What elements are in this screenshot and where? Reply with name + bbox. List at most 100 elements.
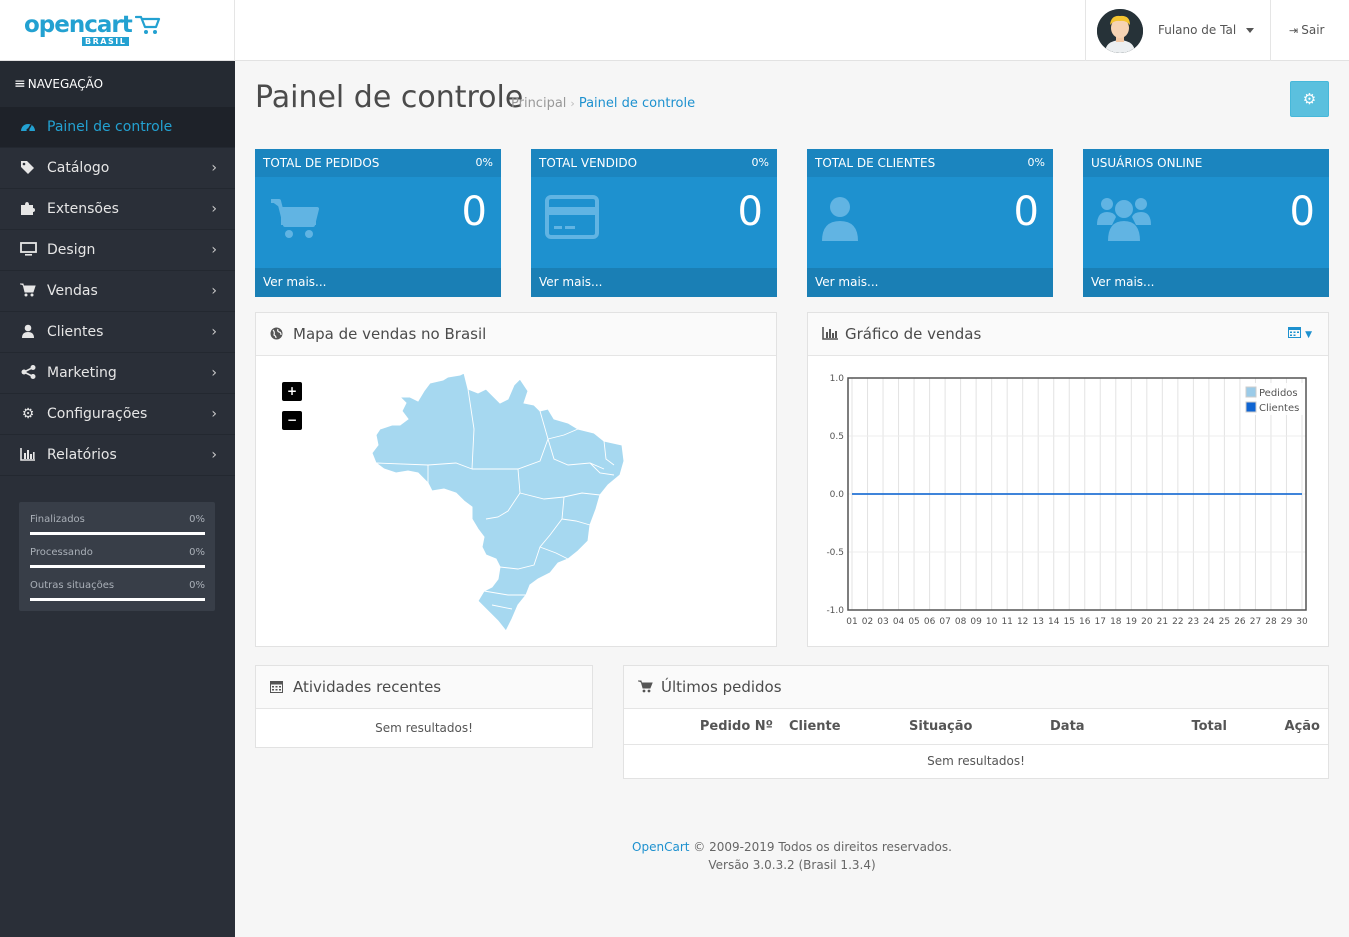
- user-menu[interactable]: Fulano de Tal: [1085, 0, 1271, 61]
- puzzle-icon: [19, 189, 37, 230]
- menu-bars-icon: ≡: [14, 76, 26, 92]
- user-icon: [822, 197, 858, 241]
- page-title: Painel de controle: [255, 80, 524, 115]
- footer-version: Versão 3.0.3.2 (Brasil 1.3.4): [708, 858, 876, 872]
- column-order-id[interactable]: Pedido Nº: [624, 709, 781, 745]
- x-tick-label: 05: [908, 617, 919, 627]
- x-tick-label: 02: [862, 617, 873, 627]
- empty-message: Sem resultados!: [927, 754, 1025, 769]
- logout-button[interactable]: ⇥ Sair: [1289, 23, 1324, 37]
- sidebar-item-customers[interactable]: Clientes ›: [0, 312, 235, 353]
- globe-icon: [270, 315, 286, 357]
- user-name: Fulano de Tal: [1158, 23, 1237, 37]
- table-row: Sem resultados!: [624, 744, 1328, 778]
- bar-chart-icon: [19, 435, 37, 476]
- sidebar-item-label: Extensões: [47, 201, 119, 217]
- sidebar-item-reports[interactable]: Relatórios ›: [0, 435, 235, 476]
- panel-heading: Mapa de vendas no Brasil: [256, 313, 776, 356]
- footer-brand-link[interactable]: OpenCart: [632, 840, 690, 854]
- legend-label: Pedidos: [1259, 388, 1298, 399]
- sidebar-item-design[interactable]: Design ›: [0, 230, 235, 271]
- breadcrumb-current[interactable]: Painel de controle: [578, 96, 696, 111]
- tile-title: USUÁRIOS ONLINE: [1091, 156, 1203, 170]
- bar-chart-icon: [822, 315, 838, 357]
- tile-header: TOTAL VENDIDO 0%: [531, 149, 777, 177]
- sidebar-item-label: Clientes: [47, 324, 104, 340]
- tile-header: USUÁRIOS ONLINE: [1083, 149, 1329, 177]
- tile-link[interactable]: Ver mais...: [255, 268, 501, 297]
- column-customer[interactable]: Cliente: [781, 709, 901, 745]
- latest-orders-panel: Últimos pedidos Pedido Nº Cliente Situaç…: [623, 665, 1329, 779]
- column-total[interactable]: Total: [1152, 709, 1235, 745]
- y-tick-label: 0.5: [830, 432, 844, 442]
- cog-icon: ⚙: [21, 406, 35, 422]
- cog-icon: ⚙: [1302, 90, 1317, 108]
- nav-title-label: NAVEGAÇÃO: [27, 77, 104, 91]
- x-tick-label: 22: [1172, 617, 1183, 627]
- chevron-right-icon: ›: [211, 406, 217, 422]
- plot-frame: [847, 377, 1307, 611]
- x-tick-label: 15: [1064, 617, 1075, 627]
- panel-title: Mapa de vendas no Brasil: [293, 325, 487, 343]
- x-tick-label: 18: [1110, 617, 1122, 627]
- legend-label: Clientes: [1259, 403, 1299, 414]
- y-tick-label: 1.0: [830, 374, 845, 384]
- tile-body: 0: [255, 177, 501, 268]
- chevron-right-icon: ›: [211, 324, 217, 340]
- calendar-icon: [270, 668, 286, 710]
- tile-link[interactable]: Ver mais...: [1083, 268, 1329, 297]
- x-tick-label: 20: [1141, 617, 1153, 627]
- y-tick-label: 0.0: [830, 490, 845, 500]
- settings-button[interactable]: ⚙: [1290, 81, 1329, 117]
- order-status-stats: Finalizados 0% Processando 0% Outras sit…: [19, 502, 215, 611]
- tile-link[interactable]: Ver mais...: [531, 268, 777, 297]
- sidebar-item-catalog[interactable]: Catálogo ›: [0, 148, 235, 189]
- sidebar-item-marketing[interactable]: Marketing ›: [0, 353, 235, 394]
- logo[interactable]: opencart BRASIL: [0, 0, 235, 61]
- sidebar-item-sales[interactable]: Vendas ›: [0, 271, 235, 312]
- panel-heading: Últimos pedidos: [624, 666, 1328, 709]
- x-tick-label: 10: [986, 617, 998, 627]
- column-action[interactable]: Ação: [1235, 709, 1328, 745]
- breadcrumb-home[interactable]: Principal: [511, 96, 567, 111]
- column-status[interactable]: Situação: [901, 709, 1042, 745]
- legend-swatch: [1245, 386, 1257, 398]
- tile-percent: 0%: [475, 156, 493, 169]
- x-tick-label: 26: [1234, 617, 1246, 627]
- panel-title: Últimos pedidos: [661, 678, 782, 696]
- chevron-right-icon: ›: [211, 242, 217, 258]
- footer: OpenCart © 2009-2019 Todos os direitos r…: [235, 838, 1349, 874]
- x-tick-label: 06: [924, 617, 936, 627]
- credit-card-icon: [545, 195, 599, 239]
- column-date[interactable]: Data: [1042, 709, 1152, 745]
- sales-chart-panel: Gráfico de vendas ▼ 1.0 0.5 0.0 -0.5 -1.0 01 0…: [807, 312, 1329, 647]
- orders-table: Pedido Nº Cliente Situação Data Total Aç…: [624, 709, 1328, 778]
- caret-down-icon: ▼: [1305, 330, 1312, 340]
- tile-link[interactable]: Ver mais...: [807, 268, 1053, 297]
- breadcrumb-separator-icon: ›: [570, 97, 575, 110]
- map-zoom-in-button[interactable]: +: [282, 382, 302, 401]
- tile-total-customers: TOTAL DE CLIENTES 0% 0 Ver mais...: [807, 149, 1053, 297]
- chevron-down-icon: [1246, 28, 1254, 33]
- map-zoom-out-button[interactable]: −: [282, 411, 302, 430]
- x-tick-label: 25: [1219, 617, 1230, 627]
- panel-heading: Atividades recentes: [256, 666, 592, 709]
- tile-percent: 0%: [1027, 156, 1045, 169]
- table-header-row: Pedido Nº Cliente Situação Data Total Aç…: [624, 709, 1328, 745]
- tile-value: 0: [737, 189, 763, 235]
- tile-value: 0: [1013, 189, 1039, 235]
- sidebar-item-dashboard[interactable]: Painel de controle: [0, 107, 235, 148]
- calendar-dropdown[interactable]: ▼: [1287, 313, 1312, 356]
- dashboard-icon: [19, 107, 37, 148]
- tile-total-orders: TOTAL DE PEDIDOS 0% 0 Ver mais...: [255, 149, 501, 297]
- sidebar-item-extensions[interactable]: Extensões ›: [0, 189, 235, 230]
- tile-title: TOTAL DE CLIENTES: [815, 156, 936, 170]
- x-tick-label: 13: [1032, 617, 1043, 627]
- x-tick-label: 03: [877, 617, 888, 627]
- brazil-map[interactable]: [368, 369, 628, 634]
- sidebar: ≡ NAVEGAÇÃO Painel de controle Catálogo ›…: [0, 61, 235, 937]
- nav-title[interactable]: ≡ NAVEGAÇÃO: [0, 61, 235, 107]
- tags-icon: [19, 148, 37, 189]
- sidebar-item-settings[interactable]: ⚙ Configurações ›: [0, 394, 235, 435]
- x-tick-label: 12: [1017, 617, 1028, 627]
